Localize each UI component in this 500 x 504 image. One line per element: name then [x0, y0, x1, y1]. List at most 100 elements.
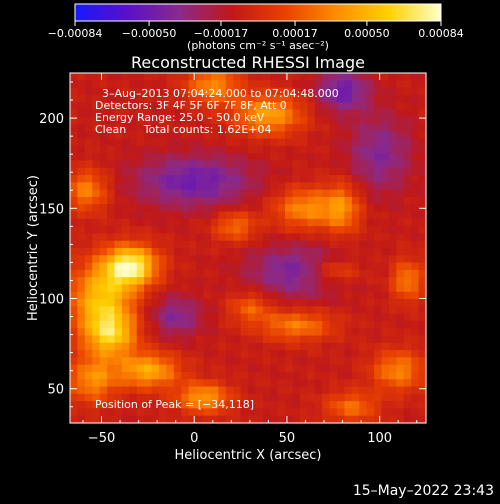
- heatmap-cell: [203, 153, 212, 162]
- heatmap-cell: [277, 299, 286, 307]
- heatmap-cell: [70, 102, 79, 111]
- heatmap-cell: [255, 160, 264, 169]
- heatmap-cell: [351, 138, 360, 147]
- heatmap-cell: [388, 175, 397, 183]
- heatmap-cell: [225, 240, 234, 249]
- heatmap-cell: [196, 218, 205, 227]
- heatmap-cell: [114, 189, 123, 198]
- heatmap-cell: [396, 364, 405, 373]
- heatmap-cell: [248, 284, 257, 293]
- heatmap-cell: [173, 291, 182, 300]
- heatmap-cell: [99, 269, 108, 278]
- heatmap-cell: [307, 393, 316, 402]
- heatmap-cell: [70, 408, 79, 417]
- heatmap-cell: [374, 277, 383, 286]
- heatmap-cell: [299, 102, 308, 111]
- heatmap-cell: [84, 291, 93, 300]
- heatmap-cell: [381, 284, 390, 293]
- heatmap-cell: [381, 189, 390, 198]
- heatmap-cell: [388, 153, 397, 162]
- heatmap-cell: [233, 102, 242, 111]
- heatmap-cell: [292, 145, 301, 154]
- heatmap-cell: [159, 364, 168, 373]
- heatmap-cell: [166, 342, 175, 351]
- heatmap-cell: [114, 116, 123, 125]
- heatmap-cell: [70, 233, 79, 242]
- heatmap-cell: [337, 408, 346, 417]
- y-tick-label: 50: [47, 383, 64, 398]
- heatmap-cell: [337, 138, 346, 147]
- heatmap-cell: [396, 393, 405, 402]
- heatmap-cell: [240, 269, 249, 278]
- heatmap-cell: [181, 371, 190, 380]
- heatmap-cell: [225, 401, 234, 410]
- heatmap-cell: [92, 342, 101, 351]
- heatmap-cell: [307, 248, 316, 256]
- heatmap-cell: [188, 240, 197, 249]
- heatmap-cell: [285, 87, 294, 96]
- heatmap-cell: [292, 116, 301, 125]
- heatmap-cell: [159, 211, 168, 220]
- heatmap-cell: [388, 145, 397, 154]
- heatmap-cell: [285, 211, 294, 220]
- heatmap-cell: [210, 269, 219, 278]
- heatmap-cell: [144, 182, 153, 191]
- heatmap-cell: [255, 401, 264, 410]
- heatmap-cell: [92, 182, 101, 191]
- heatmap-cell: [248, 313, 257, 322]
- heatmap-cell: [166, 167, 175, 176]
- heatmap-cell: [285, 175, 294, 183]
- heatmap-cell: [277, 175, 286, 183]
- heatmap-cell: [299, 233, 308, 242]
- heatmap-cell: [351, 73, 360, 81]
- heatmap-cell: [418, 393, 427, 402]
- heatmap-cell: [388, 357, 397, 366]
- heatmap-cell: [299, 408, 308, 417]
- heatmap-cell: [381, 240, 390, 249]
- heatmap-cell: [196, 335, 205, 344]
- heatmap-cell: [418, 138, 427, 147]
- heatmap-cell: [92, 160, 101, 169]
- heatmap-cell: [292, 175, 301, 183]
- heatmap-cell: [173, 182, 182, 191]
- heatmap-cell: [299, 284, 308, 293]
- heatmap-cell: [210, 94, 219, 103]
- heatmap-cell: [121, 313, 130, 322]
- heatmap-cell: [248, 320, 257, 329]
- heatmap-cell: [188, 393, 197, 402]
- heatmap-cell: [218, 109, 227, 118]
- heatmap-cell: [225, 94, 234, 103]
- heatmap-cell: [396, 109, 405, 118]
- heatmap-cell: [403, 87, 412, 96]
- heatmap-cell: [196, 248, 205, 256]
- heatmap-cell: [403, 350, 412, 358]
- heatmap-cell: [70, 131, 79, 140]
- heatmap-cell: [314, 386, 323, 395]
- heatmap-cell: [218, 269, 227, 278]
- heatmap-cell: [366, 269, 375, 278]
- heatmap-cell: [240, 109, 249, 118]
- heatmap-cell: [314, 204, 323, 213]
- heatmap-cell: [374, 167, 383, 176]
- heatmap-cell: [262, 182, 271, 191]
- heatmap-cell: [285, 393, 294, 402]
- heatmap-cell: [314, 153, 323, 162]
- heatmap-cell: [344, 189, 353, 198]
- heatmap-cell: [225, 379, 234, 388]
- heatmap-cell: [121, 182, 130, 191]
- annotation-block: 3–Aug–2013 07:04:24.000 to 07:04:48.000 …: [95, 87, 339, 136]
- heatmap-cell: [240, 124, 249, 132]
- heatmap-cell: [307, 386, 316, 395]
- heatmap-cell: [203, 350, 212, 358]
- heatmap-cell: [210, 284, 219, 293]
- heatmap-cell: [359, 131, 368, 140]
- heatmap-cell: [248, 87, 257, 96]
- heatmap-cell: [181, 233, 190, 242]
- heatmap-cell: [136, 196, 145, 205]
- heatmap-cell: [337, 313, 346, 322]
- heatmap-cell: [196, 393, 205, 402]
- heatmap-cell: [107, 109, 116, 118]
- heatmap-cell: [129, 291, 138, 300]
- heatmap-cell: [314, 196, 323, 205]
- heatmap-cell: [181, 196, 190, 205]
